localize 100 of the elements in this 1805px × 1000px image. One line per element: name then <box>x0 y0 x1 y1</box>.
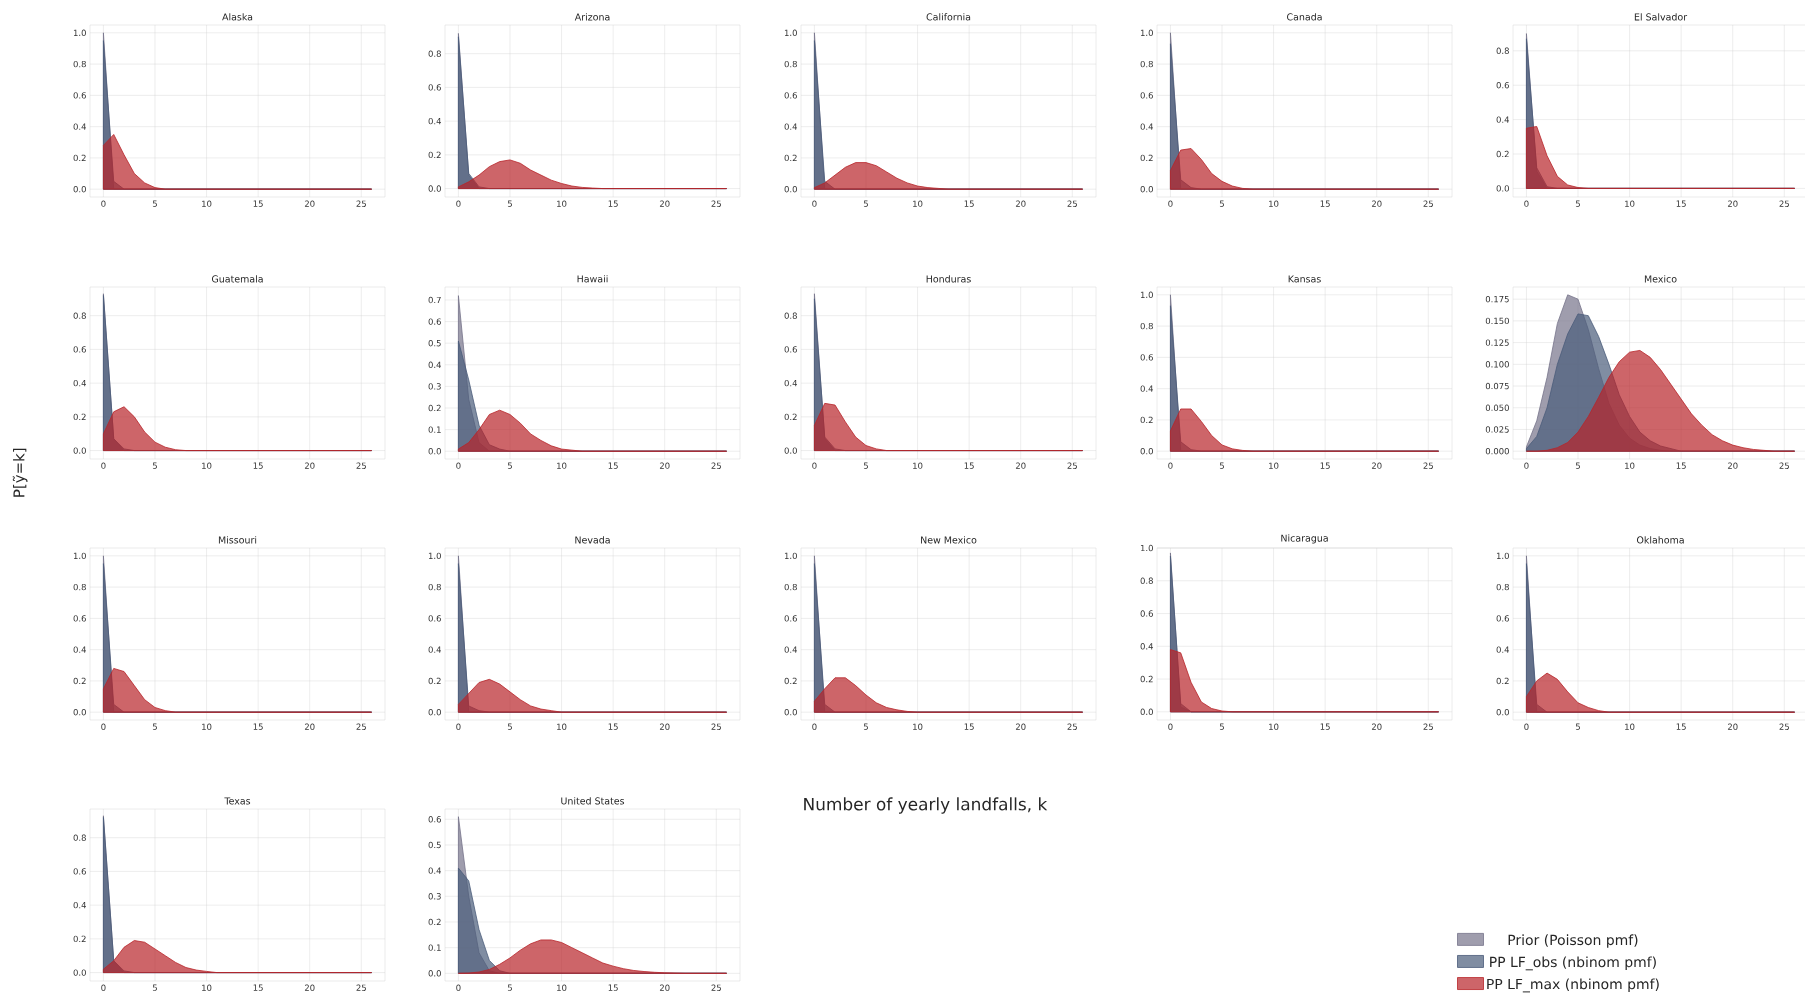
x-tick-label: 15 <box>964 723 974 730</box>
y-tick-label: 0.6 <box>73 868 86 875</box>
y-tick-label: 0.2 <box>428 404 441 412</box>
x-tick-label: 10 <box>557 723 567 730</box>
x-tick-label: 0 <box>1524 723 1529 730</box>
x-tick-label: 5 <box>507 200 512 207</box>
y-tick-label: 0.175 <box>1485 295 1509 303</box>
x-tick-label: 10 <box>1269 723 1279 730</box>
x-tick-label: 5 <box>507 462 512 469</box>
chart-title: United States <box>561 797 625 805</box>
x-tick-label: 0 <box>812 462 817 469</box>
x-tick-label: 0 <box>101 462 106 469</box>
x-tick-label: 15 <box>253 984 263 991</box>
chart-title: Hawaii <box>577 275 608 283</box>
y-tick-label: 1.0 <box>1140 291 1153 299</box>
y-tick-label: 0.2 <box>1140 675 1153 683</box>
x-tick-label: 25 <box>356 723 366 730</box>
y-tick-label: 0.6 <box>784 615 797 622</box>
y-tick-label: 0.4 <box>73 379 86 387</box>
y-tick-label: 0.0 <box>1140 708 1153 716</box>
x-tick-label: 25 <box>711 462 721 469</box>
y-tick-label: 0.2 <box>784 413 797 421</box>
y-tick-label: 0.6 <box>428 84 441 91</box>
x-tick-label: 20 <box>304 462 315 469</box>
x-tick-label: 0 <box>456 723 461 730</box>
y-tick-label: 0.4 <box>73 901 86 909</box>
y-tick-label: 0.0 <box>1140 185 1153 193</box>
x-tick-label: 5 <box>1575 462 1580 469</box>
x-tick-label: 25 <box>356 462 366 469</box>
chart-title: Arizona <box>574 13 610 21</box>
x-tick-label: 20 <box>1727 723 1738 730</box>
y-tick-label: 0.6 <box>1496 615 1509 622</box>
y-tick-label: 0.4 <box>73 123 86 130</box>
chart-title: Honduras <box>926 275 971 283</box>
y-tick-label: 0.6 <box>428 816 441 823</box>
x-tick-label: 20 <box>659 462 670 469</box>
y-tick-label: 0.8 <box>73 60 86 68</box>
chart-title: El Salvador <box>1634 13 1688 21</box>
y-tick-label: 0.4 <box>1140 123 1154 130</box>
x-tick-label: 5 <box>152 200 157 207</box>
x-tick-label: 0 <box>812 200 817 207</box>
x-tick-label: 10 <box>1269 462 1279 469</box>
chart-title: Nevada <box>575 536 610 544</box>
x-tick-label: 10 <box>557 462 567 469</box>
x-tick-label: 10 <box>202 200 212 207</box>
chart-title: Texas <box>224 797 251 805</box>
chart-title: Oklahoma <box>1636 536 1684 544</box>
x-tick-label: 0 <box>1168 723 1173 730</box>
x-tick-label: 5 <box>863 462 868 469</box>
y-tick-label: 0.8 <box>1140 60 1153 68</box>
x-tick-label: 15 <box>253 723 263 730</box>
y-tick-label: 0.0 <box>428 708 441 716</box>
x-tick-label: 15 <box>253 200 263 207</box>
y-tick-label: 0.4 <box>1496 646 1510 653</box>
x-tick-label: 25 <box>1067 723 1077 730</box>
y-tick-label: 1.0 <box>1140 29 1153 37</box>
y-tick-label: 0.0 <box>784 185 797 193</box>
x-tick-label: 25 <box>711 200 721 207</box>
x-tick-label: 0 <box>456 200 461 207</box>
x-tick-label: 5 <box>1219 462 1224 469</box>
y-tick-label: 0.0 <box>784 447 797 454</box>
x-tick-label: 20 <box>659 200 670 207</box>
y-tick-label: 0.4 <box>73 646 86 653</box>
chart-title: Mexico <box>1644 275 1677 283</box>
y-tick-label: 0.8 <box>73 312 86 319</box>
y-tick-label: 0.0 <box>428 970 441 977</box>
legend-label: PP LF_obs (nbinom pmf) <box>1490 956 1656 971</box>
legend-label: PP LF_max (nbinom pmf) <box>1487 978 1659 993</box>
x-tick-label: 0 <box>101 984 106 991</box>
y-tick-label: 0.8 <box>1140 322 1153 330</box>
y-tick-label: 0.8 <box>1496 583 1509 591</box>
y-tick-label: 0.6 <box>1140 92 1153 99</box>
x-tick-label: 20 <box>659 723 670 730</box>
y-tick-label: 0.125 <box>1485 339 1509 346</box>
x-tick-label: 25 <box>1423 462 1433 469</box>
y-tick-label: 0.2 <box>784 154 797 162</box>
x-tick-label: 15 <box>1320 723 1330 730</box>
y-tick-label: 0.6 <box>73 615 86 622</box>
y-axis-title: P[ỹ=k] <box>12 448 28 497</box>
x-tick-label: 0 <box>101 200 106 207</box>
x-tick-label: 0 <box>1168 200 1173 207</box>
chart-title: Kansas <box>1288 275 1321 283</box>
x-tick-label: 20 <box>304 723 315 730</box>
x-axis-title: Number of yearly landfalls, k <box>804 797 1048 814</box>
x-tick-label: 5 <box>1575 200 1580 207</box>
x-tick-label: 10 <box>202 984 212 991</box>
chart-title: Nicaragua <box>1281 534 1328 544</box>
x-tick-label: 20 <box>1371 200 1382 207</box>
y-tick-label: 0.6 <box>73 92 86 99</box>
x-tick-label: 15 <box>608 200 618 207</box>
x-tick-label: 5 <box>1219 200 1224 207</box>
y-tick-label: 0.5 <box>428 841 441 849</box>
y-tick-label: 1.0 <box>428 552 441 560</box>
y-tick-label: 0.4 <box>784 379 798 387</box>
x-tick-label: 0 <box>812 723 817 730</box>
y-tick-label: 0.8 <box>1140 577 1153 584</box>
x-tick-label: 0 <box>1168 462 1173 469</box>
y-tick-label: 0.050 <box>1485 404 1509 411</box>
y-tick-label: 0.4 <box>428 117 441 125</box>
x-tick-label: 15 <box>253 462 263 469</box>
